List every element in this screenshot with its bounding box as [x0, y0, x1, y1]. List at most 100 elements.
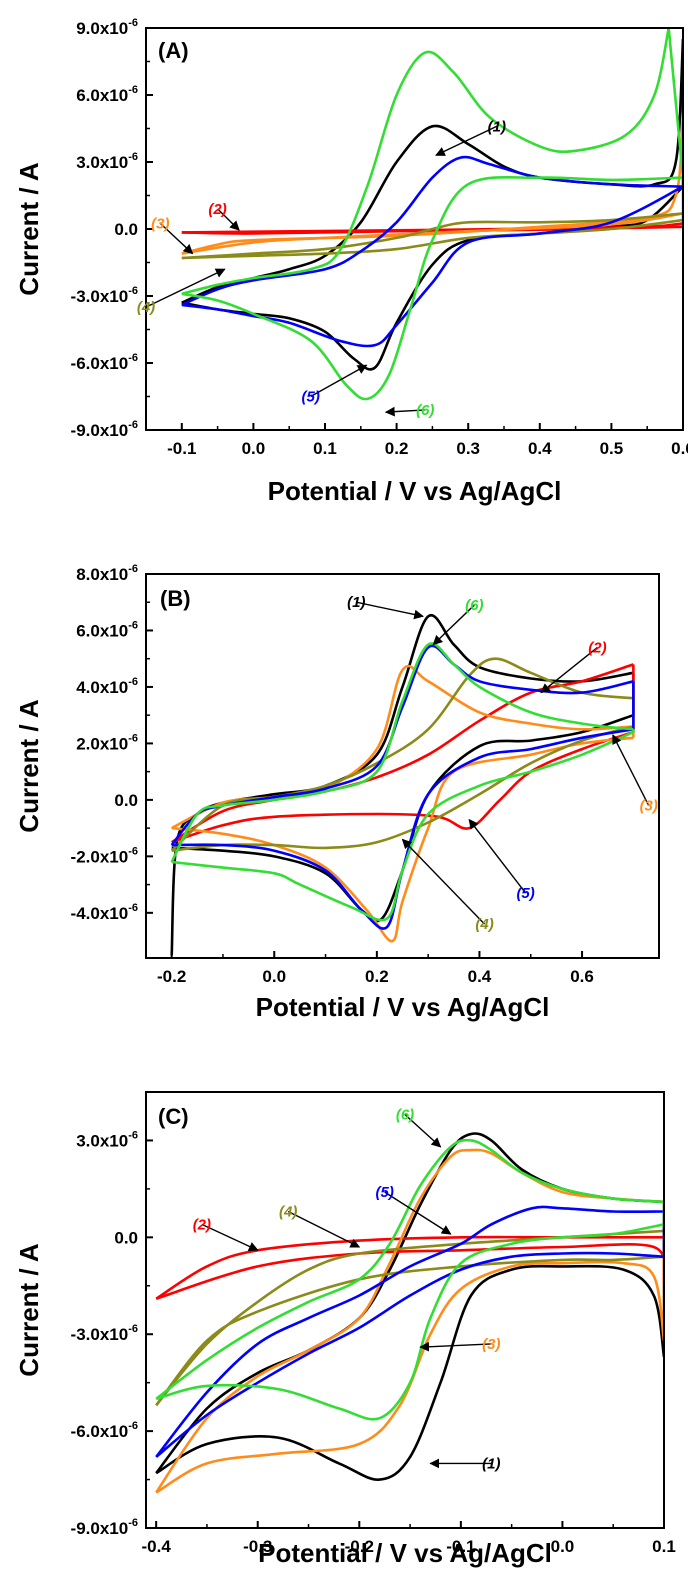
series-group: [170, 613, 635, 956]
series-6-reverse-line: [155, 1223, 664, 1421]
panel-label: (A): [158, 38, 189, 63]
y-tick-label: 6.0x10-6: [76, 619, 138, 640]
x-tick-label: 0.6: [570, 967, 594, 986]
x-tick-label: 0.1: [652, 1537, 676, 1556]
annotation-label: (5): [302, 389, 320, 406]
x-tick-label: 0.2: [385, 439, 409, 458]
y-tick-label-mantissa: 6.0x10: [76, 86, 128, 105]
annotation-arrow: [435, 125, 498, 156]
x-axis-label: Potential / V vs Ag/AgCl: [258, 1538, 552, 1568]
annotation-label: (5): [376, 1184, 394, 1201]
annotation-arrow: [145, 268, 226, 308]
panel-label: (C): [158, 1104, 189, 1129]
x-axis-label: Potential / V vs Ag/AgCl: [256, 992, 550, 1022]
y-tick-label-mantissa: -3.0x10: [71, 287, 129, 306]
series-6-switch-line: [667, 28, 683, 178]
y-tick-label-exponent: -6: [128, 285, 138, 297]
y-tick-label-exponent: -6: [128, 1420, 138, 1432]
plot-frame: [145, 573, 660, 959]
annotation-label: (3): [640, 798, 658, 815]
y-tick-label: 0.0: [114, 791, 138, 810]
annotation-label: (4): [475, 916, 493, 933]
y-tick-label-mantissa: 9.0x10: [76, 19, 128, 38]
y-tick-label-exponent: -6: [128, 676, 138, 688]
y-tick-label-exponent: -6: [128, 17, 138, 29]
x-tick-label: 0.5: [600, 439, 624, 458]
annotation-label: (2): [208, 201, 226, 218]
series-6-forward-line: [170, 642, 634, 863]
y-tick-label-exponent: -6: [128, 352, 138, 364]
annotation-arrow: [384, 406, 426, 417]
annotation-label: (3): [482, 1336, 500, 1353]
y-tick-label: -9.0x10-6: [71, 1517, 138, 1538]
y-tick-label-mantissa: 0.0: [114, 1228, 138, 1247]
y-tick-label-exponent: -6: [128, 619, 138, 631]
y-tick-label: -4.0x10-6: [71, 902, 138, 923]
annotation-label: (6): [396, 1107, 414, 1124]
x-tick-label: -0.4: [142, 1537, 172, 1556]
y-tick-label: -3.0x10-6: [71, 285, 138, 306]
x-tick-label: 0.6: [671, 439, 688, 458]
y-tick-label-exponent: -6: [128, 1323, 138, 1335]
series-4-reverse-line: [171, 725, 634, 852]
x-tick-label: -0.1: [167, 439, 196, 458]
y-tick-label: -2.0x10-6: [71, 845, 138, 866]
y-tick-label-exponent: -6: [128, 732, 138, 744]
y-axis-label: Current / A: [14, 699, 44, 833]
annotation-label: (2): [193, 1216, 211, 1233]
x-tick-label: 0.3: [456, 439, 480, 458]
annotation-arrow: [468, 818, 527, 894]
annotation-arrow: [159, 222, 194, 255]
series-6-reverse-line: [181, 175, 683, 401]
series-5-reverse-line: [155, 1251, 664, 1458]
series-3-reverse-line: [155, 1260, 664, 1494]
y-tick-label: 8.0x10-6: [76, 563, 138, 584]
y-tick-label-exponent: -6: [128, 902, 138, 914]
panel-b: -0.2 0.0 0.2 0.4 0.6-4.0x10-6-2.0x10-60.02.0…: [14, 563, 660, 1022]
annotation-label: (6): [465, 597, 483, 614]
y-tick-label-mantissa: -6.0x10: [71, 1422, 129, 1441]
series-1-forward-line: [181, 39, 683, 304]
y-tick-label-mantissa: 4.0x10: [76, 678, 128, 697]
panel-a: -0.10.00.10.20.30.40.50.6-9.0x10-6-6.0x1…: [14, 17, 688, 506]
y-tick-label-exponent: -6: [128, 419, 138, 431]
y-tick-label: -9.0x10-6: [71, 419, 138, 440]
annotation-label: (1): [488, 118, 506, 135]
y-tick-label: 4.0x10-6: [76, 676, 138, 697]
y-tick-label-mantissa: 2.0x10: [76, 734, 128, 753]
y-tick-label-exponent: -6: [128, 845, 138, 857]
y-tick-label-exponent: -6: [128, 84, 138, 96]
y-tick-label: 2.0x10-6: [76, 732, 138, 753]
y-tick-label-mantissa: 3.0x10: [76, 1131, 128, 1150]
y-tick-label: 0.0: [114, 220, 138, 239]
y-tick-label: 0.0: [114, 1228, 138, 1247]
series-4-forward-line: [181, 212, 683, 260]
annotation-arrow: [201, 1223, 259, 1251]
y-tick-label-mantissa: -9.0x10: [71, 1519, 129, 1538]
y-tick-label: -3.0x10-6: [71, 1323, 138, 1344]
series-6-forward-line: [181, 28, 670, 296]
y-tick-label-exponent: -6: [128, 1517, 138, 1529]
panel-c: -0.4 -0.3 -0.2 -0.1 0.0 0.1-9.0x10-6-6.0x10-6…: [14, 1091, 676, 1568]
y-tick-label-exponent: -6: [128, 1129, 138, 1141]
x-tick-label: -0.3: [243, 1537, 272, 1556]
series-6-forward-line: [155, 1138, 664, 1400]
series-5-reverse-line: [181, 185, 683, 348]
x-tick-label: -0.2: [345, 1537, 374, 1556]
panel-label: (B): [160, 586, 191, 611]
y-tick-label-mantissa: -6.0x10: [71, 354, 129, 373]
series-group: [181, 28, 683, 401]
annotation-arrow: [356, 601, 424, 620]
plot-frame: [145, 1091, 665, 1529]
series-4-reverse-line: [181, 218, 683, 260]
series-1-reverse-line: [171, 713, 634, 923]
y-axis-label: Current / A: [14, 1243, 44, 1377]
y-tick-label-mantissa: 8.0x10: [76, 565, 128, 584]
series-2-reverse-line: [181, 225, 683, 235]
y-tick-label-mantissa: 6.0x10: [76, 621, 128, 640]
y-tick-label-mantissa: 3.0x10: [76, 153, 128, 172]
series-1-reverse-line: [155, 1264, 664, 1481]
x-tick-label: 0.1: [313, 439, 337, 458]
y-tick-label-mantissa: -3.0x10: [71, 1325, 129, 1344]
annotation-arrow: [384, 1191, 452, 1235]
